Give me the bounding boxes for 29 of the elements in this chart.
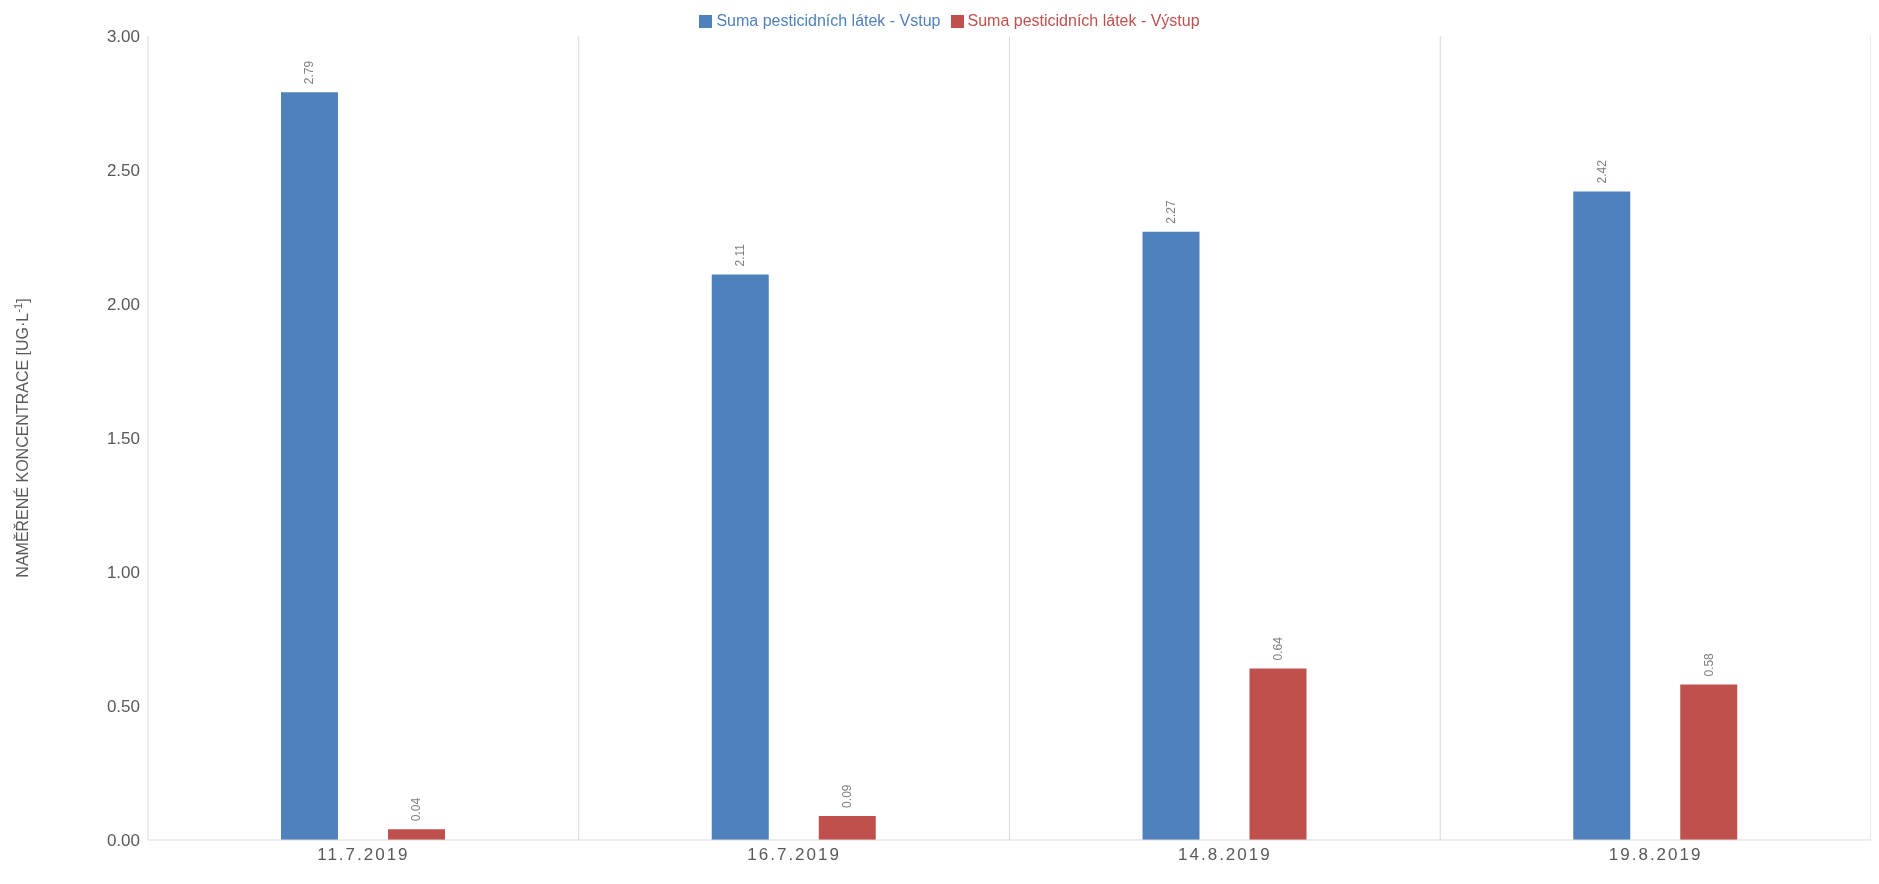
x-tick-label: 19.8.2019: [1608, 845, 1703, 865]
bar: [281, 92, 338, 840]
bar: [1680, 684, 1738, 840]
x-tick-label: 16.7.2019: [747, 845, 841, 865]
y-tick-label: 3.00: [106, 27, 140, 47]
y-tick-label: 1.50: [106, 429, 140, 449]
y-tick-label: 2.50: [106, 161, 140, 181]
bar: [1142, 231, 1200, 840]
data-label: 0.64: [1271, 636, 1285, 661]
data-label: 0.58: [1701, 652, 1716, 677]
y-tick-label: 0.50: [106, 697, 140, 717]
legend-label: Suma pesticidních látek - Vstup: [716, 12, 941, 29]
x-tick-label: 14.8.2019: [1178, 845, 1272, 865]
legend-label: Suma pesticidních látek - Výstup: [967, 12, 1200, 29]
data-label: 0.09: [840, 784, 855, 808]
data-label: 2.11: [733, 243, 748, 267]
bar: [818, 815, 876, 840]
bar: [711, 274, 769, 840]
bar: [1573, 191, 1631, 840]
bar: [1249, 668, 1307, 840]
bar: [388, 829, 445, 840]
data-label: 2.79: [302, 60, 317, 85]
x-tick-label: 11.7.2019: [317, 845, 410, 865]
data-label: 2.42: [1594, 159, 1609, 184]
y-tick-label: 2.00: [106, 295, 140, 315]
data-label: 2.27: [1164, 199, 1178, 224]
y-tick-label: 1.00: [106, 563, 140, 583]
y-tick-label: 0.00: [106, 831, 140, 851]
data-label: 0.04: [409, 797, 424, 822]
